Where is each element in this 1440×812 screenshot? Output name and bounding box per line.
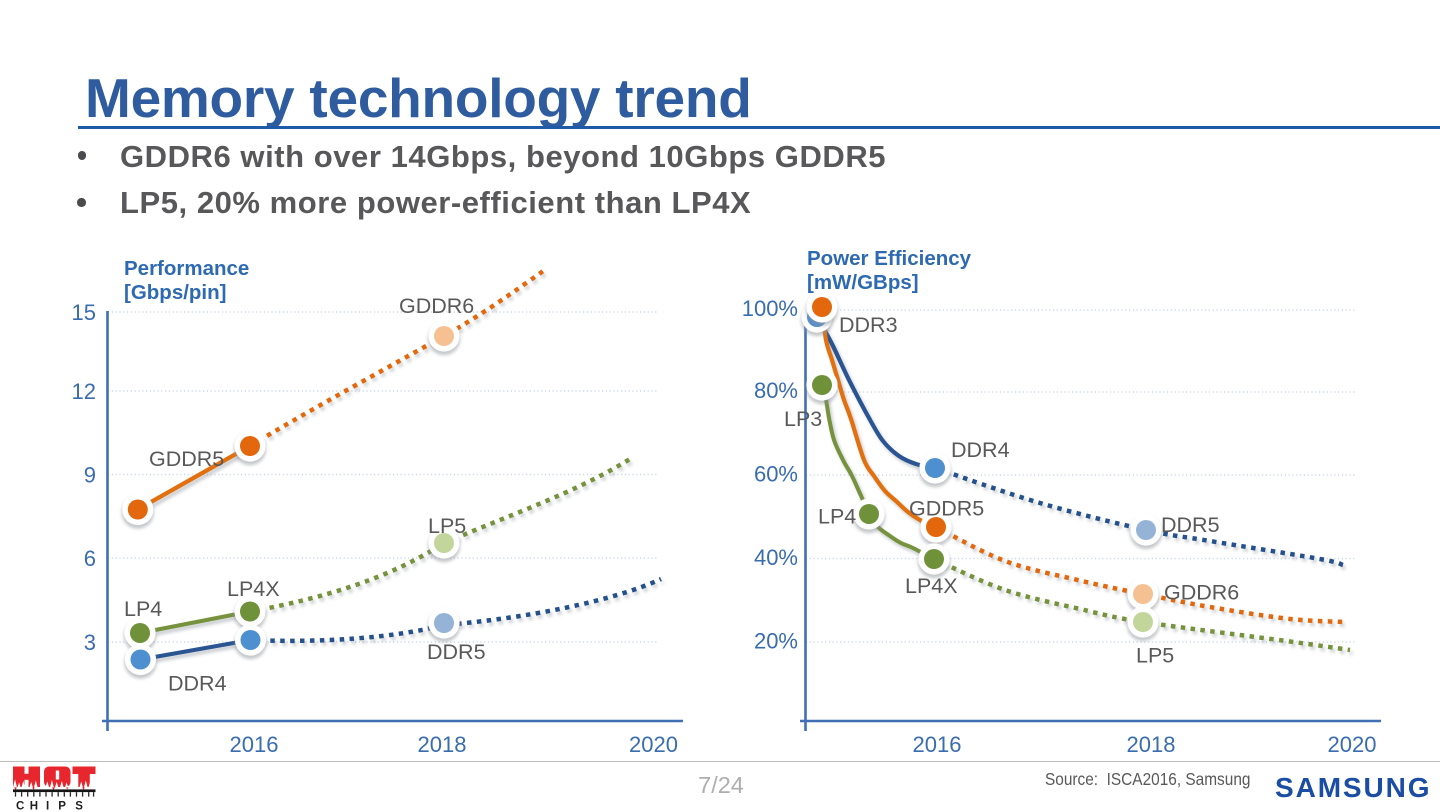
svg-text:GDDR6: GDDR6 [399, 294, 474, 318]
svg-text:LP5: LP5 [428, 514, 466, 538]
svg-text:15: 15 [72, 300, 96, 325]
svg-text:20%: 20% [754, 629, 798, 654]
svg-text:C: C [16, 801, 24, 812]
svg-text:I: I [46, 801, 49, 812]
svg-text:LP4: LP4 [818, 505, 856, 529]
svg-text:40%: 40% [754, 545, 798, 570]
svg-text:9: 9 [84, 463, 96, 488]
svg-text:6: 6 [84, 546, 96, 571]
svg-text:2016: 2016 [230, 732, 279, 757]
svg-text:[Gbps/pin]: [Gbps/pin] [124, 281, 226, 304]
svg-text:2016: 2016 [913, 732, 962, 757]
svg-text:H: H [30, 801, 38, 812]
svg-text:GDDR6: GDDR6 [1164, 581, 1239, 605]
svg-text:LP4: LP4 [124, 597, 162, 621]
svg-text:[mW/GBps]: [mW/GBps] [807, 271, 919, 294]
svg-text:60%: 60% [754, 462, 798, 487]
svg-text:12: 12 [72, 379, 96, 404]
svg-text:DDR5: DDR5 [1161, 513, 1220, 537]
svg-text:DDR4: DDR4 [168, 672, 227, 696]
svg-text:Performance: Performance [124, 257, 249, 280]
svg-text:LP4X: LP4X [227, 577, 280, 601]
svg-text:3: 3 [84, 630, 96, 655]
svg-text:DDR5: DDR5 [427, 640, 486, 664]
svg-text:2020: 2020 [629, 732, 678, 757]
svg-text:DDR3: DDR3 [839, 313, 898, 337]
svg-text:GDDR5: GDDR5 [909, 497, 984, 521]
svg-text:DDR4: DDR4 [951, 438, 1010, 462]
svg-text:LP5: LP5 [1136, 644, 1174, 668]
svg-text:LP4X: LP4X [905, 574, 958, 598]
svg-text:GDDR5: GDDR5 [149, 447, 224, 471]
svg-text:P: P [58, 801, 66, 812]
svg-text:LP3: LP3 [784, 407, 822, 431]
svg-text:80%: 80% [754, 378, 798, 403]
svg-text:2020: 2020 [1328, 732, 1377, 757]
svg-text:2018: 2018 [418, 732, 467, 757]
svg-text:2018: 2018 [1127, 732, 1176, 757]
svg-text:S: S [75, 801, 83, 812]
svg-text:Power Efficiency: Power Efficiency [807, 247, 972, 270]
svg-text:100%: 100% [742, 296, 798, 321]
